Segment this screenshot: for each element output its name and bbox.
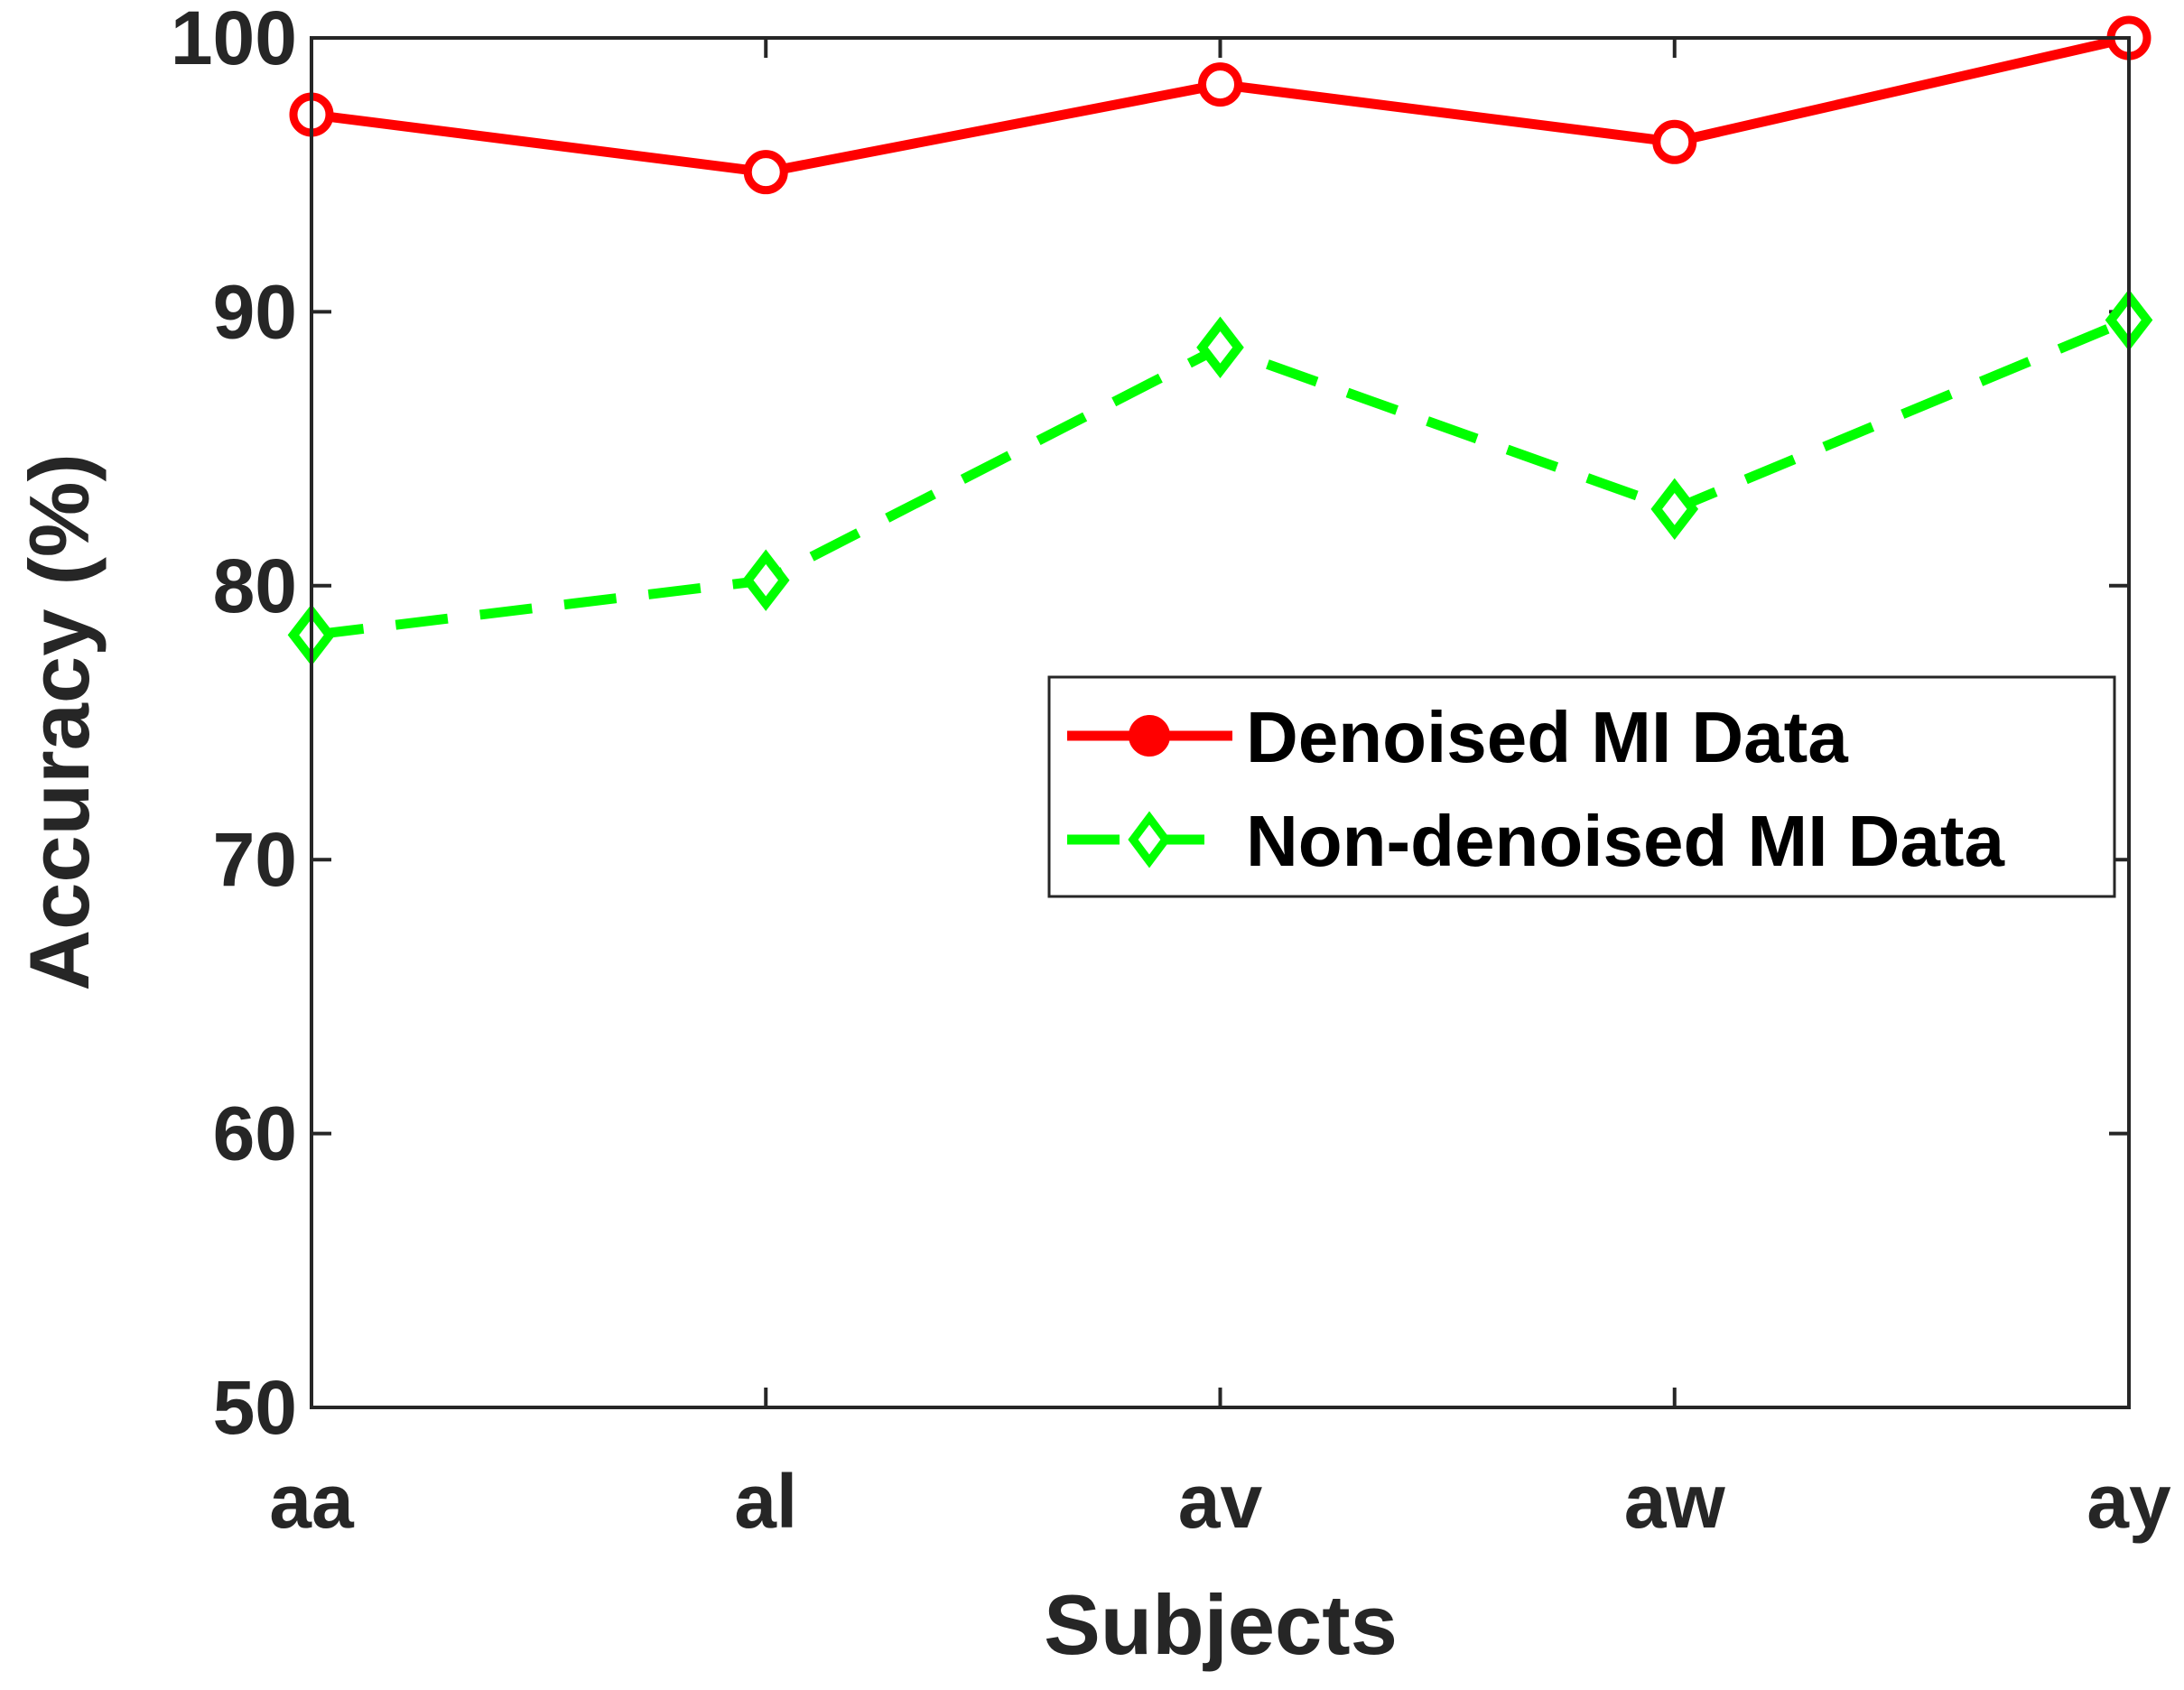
legend-box bbox=[1047, 675, 2116, 898]
series-layer bbox=[287, 15, 2153, 666]
data-point-non-denoised bbox=[1196, 316, 1244, 379]
x-axis-title: Subjects bbox=[1044, 1577, 1398, 1672]
data-point-denoised bbox=[743, 150, 788, 195]
legend-marker-denoised bbox=[1129, 715, 1170, 757]
y-tick-label: 70 bbox=[213, 817, 297, 902]
y-tick-label: 80 bbox=[213, 543, 297, 628]
plot-area-frame bbox=[310, 36, 2131, 1409]
legend-label-non-denoised: Non-denoised MI Data bbox=[1246, 801, 2005, 881]
y-tick-label: 90 bbox=[213, 269, 297, 354]
legend-label-denoised: Denoised MI Data bbox=[1246, 697, 1848, 777]
x-tick-label: aa bbox=[269, 1459, 355, 1544]
tick-labels: 50 60 70 80 90 100 aa al av aw ay bbox=[171, 0, 2171, 1544]
data-point-denoised bbox=[1652, 119, 1697, 164]
y-axis-title: Accuracy (%) bbox=[12, 453, 107, 991]
x-tick-label: ay bbox=[2086, 1459, 2171, 1544]
data-point-non-denoised bbox=[741, 549, 790, 611]
y-tick-label: 60 bbox=[213, 1091, 297, 1176]
y-tick-label: 100 bbox=[171, 0, 297, 80]
x-tick-label: al bbox=[734, 1459, 797, 1544]
data-point-denoised bbox=[1198, 62, 1242, 107]
legend-marker-non-denoised bbox=[1128, 811, 1171, 868]
legend: Denoised MI Data Non-denoised MI Data bbox=[1047, 675, 2116, 898]
y-tick-label: 50 bbox=[213, 1365, 297, 1450]
x-tick-label: aw bbox=[1624, 1459, 1726, 1544]
x-tick-label: av bbox=[1178, 1459, 1263, 1544]
data-point-non-denoised bbox=[1650, 478, 1699, 541]
